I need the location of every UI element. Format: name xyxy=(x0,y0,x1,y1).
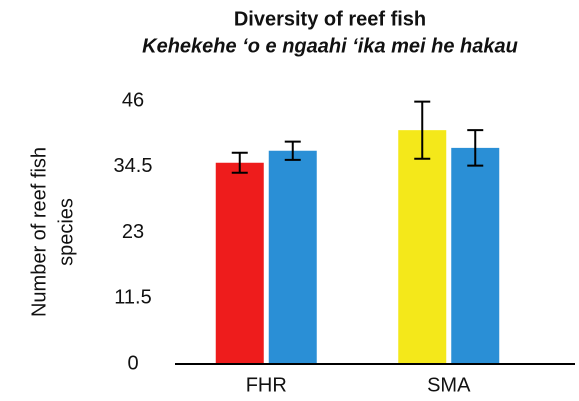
y-tick-label: 11.5 xyxy=(114,287,151,309)
bar xyxy=(215,162,264,364)
chart-title: Diversity of reef fish xyxy=(234,8,426,30)
chart-subtitle: Kehekehe ‘o e ngaahi ‘ika mei he hakau xyxy=(142,35,518,57)
y-tick-label: 46 xyxy=(122,89,144,111)
bar xyxy=(451,147,500,364)
y-tick-label: 23 xyxy=(122,221,144,243)
x-tick-label: SMA xyxy=(427,374,471,396)
x-tick-label: FHR xyxy=(246,374,287,396)
y-axis-label: Number of reef fish species xyxy=(28,147,77,317)
y-axis-label-line: species xyxy=(55,198,77,266)
y-tick-label: 34.5 xyxy=(114,155,153,177)
bar xyxy=(268,150,317,364)
bar xyxy=(398,130,447,364)
y-axis-label-line: Number of reef fish xyxy=(28,147,50,317)
y-tick-label: 0 xyxy=(127,352,138,374)
